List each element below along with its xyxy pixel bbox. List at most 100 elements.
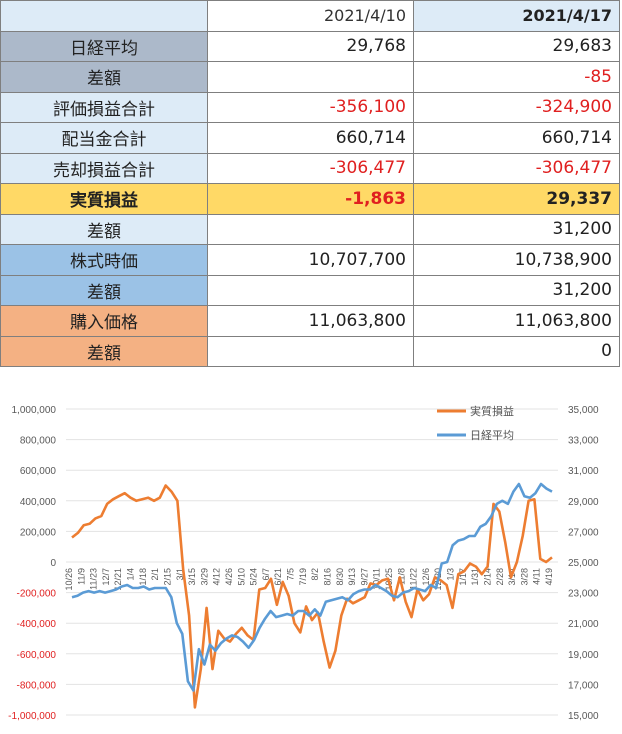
y-left-tick-label: 800,000	[20, 436, 57, 447]
row-value-2: -85	[413, 61, 620, 93]
series-line-profit	[71, 484, 553, 709]
x-tick-label: 8/30	[335, 568, 345, 586]
y-right-tick-label: 19,000	[568, 650, 599, 661]
x-tick-label: 3/1	[175, 568, 185, 581]
y-left-tick-label: 600,000	[20, 466, 57, 477]
y-right-tick-label: 17,000	[568, 680, 599, 691]
x-tick-label: 3/15	[187, 568, 197, 586]
x-tick-label: 2/28	[495, 568, 505, 586]
y-right-tick-label: 15,000	[568, 711, 599, 722]
y-left-tick-label: 400,000	[20, 497, 57, 508]
series-lines	[71, 482, 553, 709]
row-sales: 売却損益合計 -306,477 -306,477	[0, 152, 620, 184]
row-value-2: -324,900	[413, 91, 620, 123]
row-label: 株式時価	[0, 244, 208, 276]
row-value-1: -1,863	[207, 183, 414, 215]
x-tick-label: 4/11	[532, 568, 542, 585]
row-real-profit: 実質損益 -1,863 29,337	[0, 183, 620, 215]
date-header-2: 2021/4/17	[413, 0, 620, 32]
header-corner	[0, 0, 208, 32]
y-left-tick-label: 0	[50, 558, 56, 569]
x-tick-label: 5/24	[249, 568, 259, 586]
row-value-1	[207, 61, 414, 93]
y-left-tick-label: -800,000	[17, 680, 57, 691]
row-label: 差額	[0, 213, 208, 245]
row-value-2: 31,200	[413, 274, 620, 306]
x-tick-label: 11/22	[409, 568, 419, 590]
x-tick-label: 2/15	[162, 568, 172, 586]
x-tick-label: 4/19	[544, 568, 554, 586]
x-tick-label: 3/28	[519, 568, 529, 586]
row-value-1: 660,714	[207, 122, 414, 154]
x-tick-label: 8/16	[322, 568, 332, 586]
y-right-tick-label: 23,000	[568, 589, 599, 600]
row-value-1	[207, 335, 414, 367]
x-tick-label: 1/31	[470, 568, 480, 586]
legend-label-profit: 実質損益	[470, 404, 514, 418]
row-label: 評価損益合計	[0, 91, 208, 123]
row-value-1: 10,707,700	[207, 244, 414, 276]
row-label: 差額	[0, 274, 208, 306]
x-tick-label: 4/26	[224, 568, 234, 586]
line-chart: 1,000,000 800,000 600,000 400,000 200,000 0 -2…	[8, 404, 599, 722]
row-value-1: -306,477	[207, 152, 414, 184]
y-right-tick-label: 31,000	[568, 466, 599, 477]
y-axis-right: 35,000 33,000 31,000 29,000 27,000 25,000 23,0…	[568, 405, 599, 722]
y-left-tick-label: -400,000	[17, 619, 57, 630]
x-tick-label: 9/27	[359, 568, 369, 586]
row-label: 差額	[0, 61, 208, 93]
row-value-1: 29,768	[207, 30, 414, 62]
row-purchase: 購入価格 11,063,800 11,063,800	[0, 305, 620, 337]
y-left-tick-label: 1,000,000	[12, 405, 57, 416]
series-line-nikkei	[71, 482, 553, 692]
x-tick-label: 12/21	[113, 568, 123, 591]
summary-grid: 2021/4/10 2021/4/17 日経平均 29,768 29,683 差…	[0, 0, 620, 367]
y-right-tick-label: 33,000	[568, 436, 599, 447]
x-tick-label: 8/2	[310, 568, 320, 581]
row-value-2: 0	[413, 335, 620, 367]
row-label: 購入価格	[0, 305, 208, 337]
row-profit-diff: 差額 31,200	[0, 213, 620, 245]
row-label: 実質損益	[0, 183, 208, 215]
x-tick-label: 6/7	[261, 568, 271, 581]
x-axis: 10/26 11/9 11/23 12/7 12/21 1/4 1/18 2/1 2/15 3/1…	[64, 568, 554, 591]
gridlines	[66, 408, 558, 716]
row-label: 配当金合計	[0, 122, 208, 154]
row-value-2: 10,738,900	[413, 244, 620, 276]
row-purchase-diff: 差額 0	[0, 335, 620, 367]
x-tick-label: 4/12	[212, 568, 222, 586]
row-value-1: 11,063,800	[207, 305, 414, 337]
row-nikkei: 日経平均 29,768 29,683	[0, 30, 620, 62]
row-value-2: 660,714	[413, 122, 620, 154]
x-tick-label: 1/17	[458, 568, 468, 586]
x-tick-label: 7/19	[298, 568, 308, 586]
y-left-tick-label: -600,000	[17, 650, 57, 661]
y-right-tick-label: 21,000	[568, 619, 599, 630]
x-tick-label: 3/29	[199, 568, 209, 586]
x-tick-label: 1/4	[126, 568, 136, 581]
row-value-2: 11,063,800	[413, 305, 620, 337]
row-value-2: 29,683	[413, 30, 620, 62]
row-value-2: -306,477	[413, 152, 620, 184]
chart-area: 1,000,000 800,000 600,000 400,000 200,000 0 -2…	[0, 387, 622, 730]
row-label: 売却損益合計	[0, 152, 208, 184]
x-tick-label: 10/11	[372, 568, 382, 590]
row-value-2: 31,200	[413, 213, 620, 245]
x-tick-label: 12/7	[101, 568, 111, 586]
x-tick-label: 10/26	[64, 568, 74, 591]
summary-table: 2021/4/10 2021/4/17 日経平均 29,768 29,683 差…	[0, 0, 620, 367]
row-value-1	[207, 274, 414, 306]
y-left-tick-label: -200,000	[17, 589, 57, 600]
header-row: 2021/4/10 2021/4/17	[0, 0, 620, 32]
x-tick-label: 11/9	[76, 568, 86, 585]
row-market-value: 株式時価 10,707,700 10,738,900	[0, 244, 620, 276]
legend: 実質損益 日経平均	[437, 404, 514, 442]
x-tick-label: 11/23	[89, 568, 99, 590]
legend-label-nikkei: 日経平均	[470, 429, 514, 442]
date-header-1: 2021/4/10	[207, 0, 414, 32]
x-tick-label: 2/1	[150, 568, 160, 581]
row-label: 差額	[0, 335, 208, 367]
row-dividend: 配当金合計 660,714 660,714	[0, 122, 620, 154]
row-market-diff: 差額 31,200	[0, 274, 620, 306]
x-tick-label: 11/8	[396, 568, 406, 585]
